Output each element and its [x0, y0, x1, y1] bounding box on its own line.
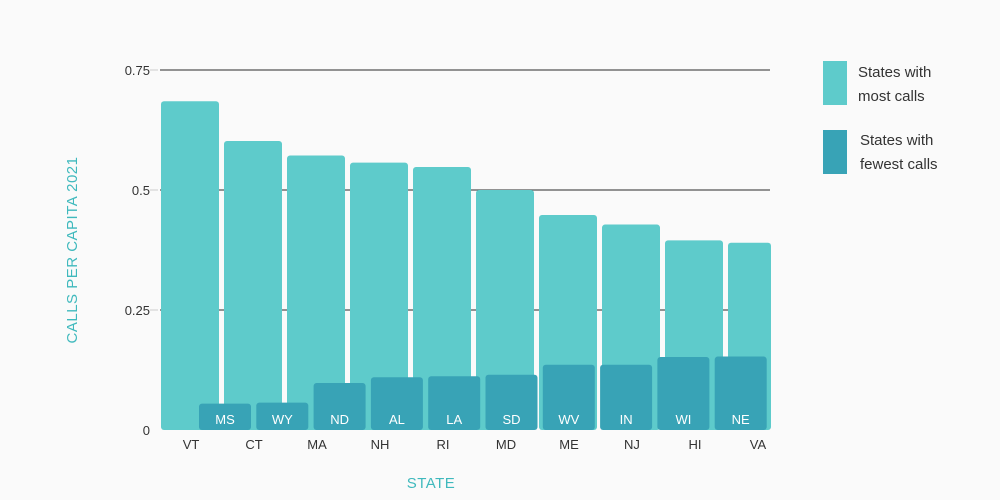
bar-data-label: ND [330, 412, 349, 427]
bar-data-label: SD [502, 412, 520, 427]
legend-label-fewest-calls-line2: fewest calls [860, 156, 938, 173]
bar-fewest-calls [600, 364, 653, 430]
bar-data-label: NE [732, 412, 750, 427]
y-tick-label: 0 [143, 423, 150, 438]
bar-fewest-calls [657, 357, 710, 430]
bar-fewest-calls [485, 374, 538, 430]
x-tick-label: NH [371, 437, 390, 452]
x-tick-label: RI [437, 437, 450, 452]
bar-fewest-calls [428, 376, 481, 430]
bar-data-label: MS [215, 412, 235, 427]
x-tick-label: CT [245, 437, 262, 452]
bar-fewest-calls [256, 402, 309, 430]
bar-fewest-calls [370, 377, 423, 430]
bar-most-calls [287, 155, 345, 430]
x-tick-label: VA [750, 437, 767, 452]
bar-fewest-calls [714, 356, 767, 430]
x-tick-labels: VT CT MA NH RI MD ME NJ HI VA [183, 437, 767, 452]
x-axis-title: STATE [407, 475, 456, 492]
bar-most-calls [224, 141, 282, 431]
x-tick-label: ME [559, 437, 579, 452]
x-tick-label: VT [183, 437, 200, 452]
bar-data-label: WV [558, 412, 579, 427]
legend-swatch-most-calls [823, 61, 847, 105]
bar-data-label: WI [675, 412, 691, 427]
x-tick-label: MA [307, 437, 327, 452]
y-axis-title: CALLS PER CAPITA 2021 [64, 157, 81, 344]
y-tick-label: 0.5 [132, 183, 150, 198]
legend-label-most-calls-line1: States with [858, 64, 931, 81]
bar-data-label: LA [446, 412, 462, 427]
bar-most-calls [413, 166, 471, 430]
bar-data-label: AL [389, 412, 405, 427]
bar-most-calls [476, 190, 534, 430]
legend: States with most calls States with fewes… [823, 61, 938, 174]
x-tick-label: NJ [624, 437, 640, 452]
x-tick-label: MD [496, 437, 516, 452]
legend-label-fewest-calls-line1: States with [860, 132, 933, 149]
y-tick-label: 0.25 [125, 303, 150, 318]
series-fewest-calls: MS WY ND AL LA SD WV IN WI NE [199, 356, 767, 430]
y-tick-label: 0.75 [125, 63, 150, 78]
bar-most-calls [161, 101, 219, 430]
bar-data-label: IN [620, 412, 633, 427]
bar-fewest-calls [313, 382, 366, 430]
bar-data-label: WY [272, 412, 293, 427]
legend-label-most-calls-line2: most calls [858, 88, 925, 105]
bar-fewest-calls [542, 364, 595, 430]
legend-swatch-fewest-calls [823, 130, 847, 174]
bar-most-calls [350, 162, 408, 430]
y-tick-labels: 0 0.25 0.5 0.75 [125, 63, 150, 438]
bar-fewest-calls [199, 403, 251, 430]
x-tick-label: HI [689, 437, 702, 452]
